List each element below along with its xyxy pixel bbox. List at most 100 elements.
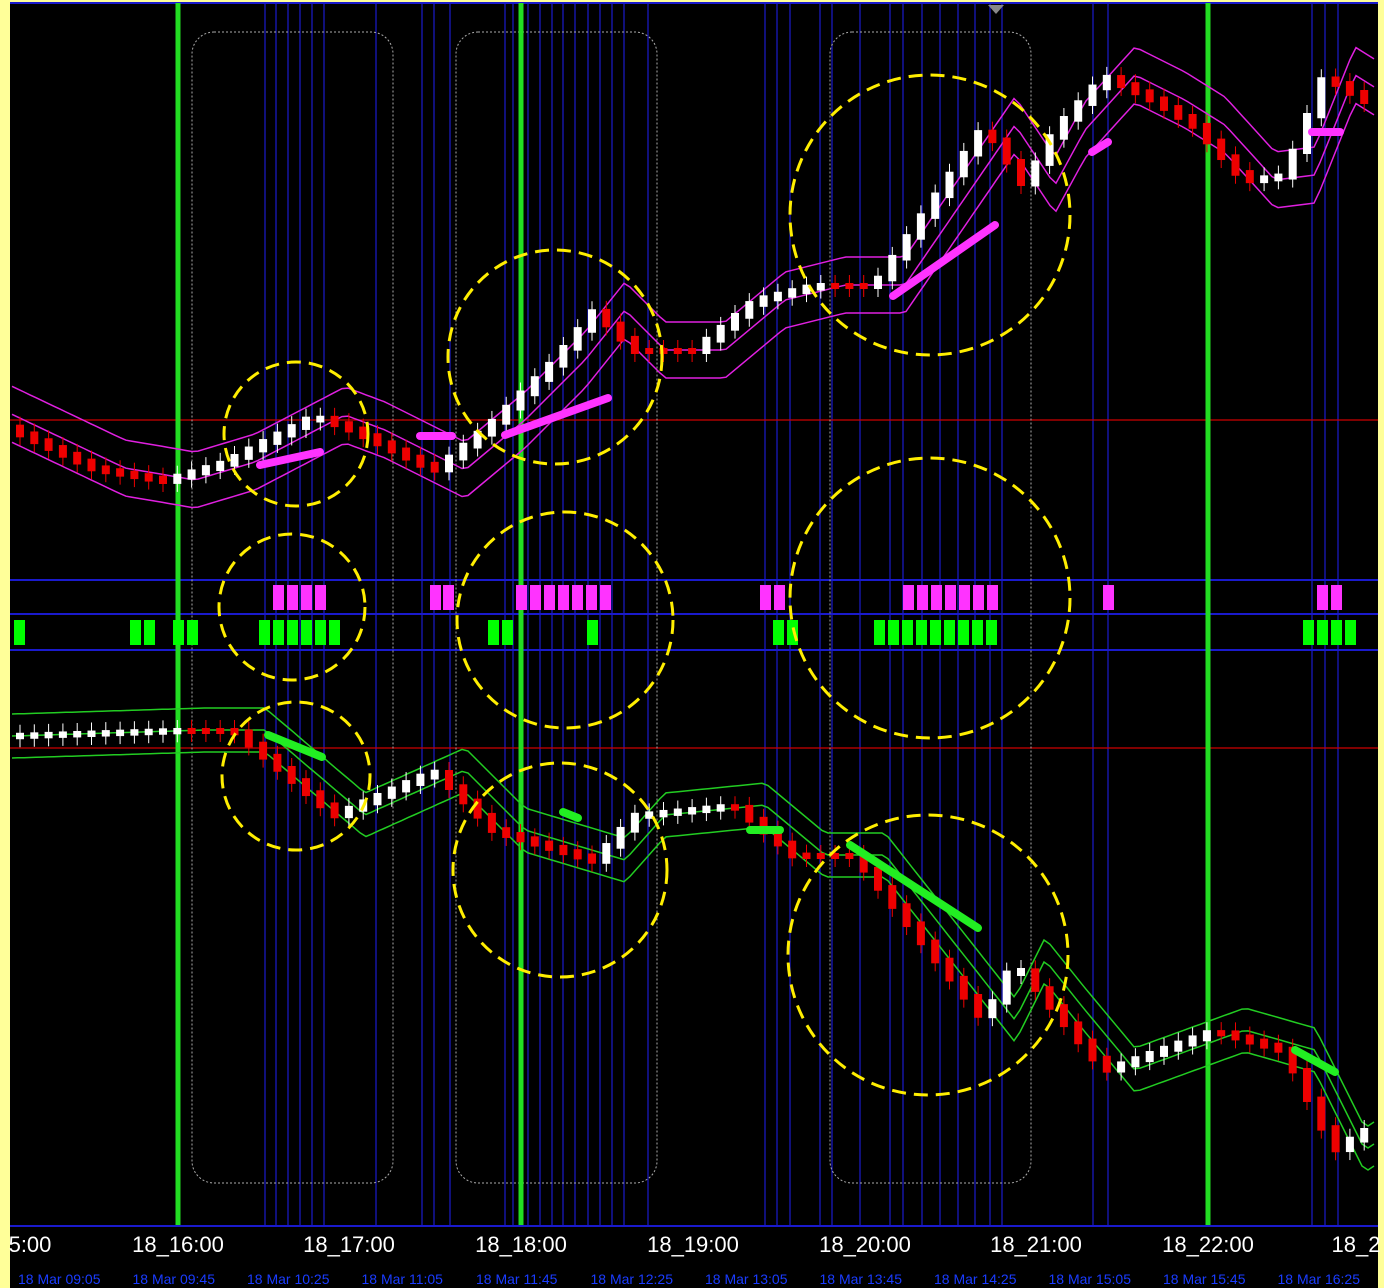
candle <box>1160 96 1168 111</box>
candle <box>330 415 339 428</box>
candle <box>902 903 911 928</box>
signal-block <box>572 585 583 610</box>
candle <box>44 438 53 451</box>
candle <box>645 348 654 354</box>
candle <box>73 451 82 465</box>
band-line <box>11 46 1375 453</box>
candle <box>287 424 296 438</box>
signal-block <box>959 585 970 610</box>
candle <box>1274 1042 1283 1053</box>
candle <box>902 234 911 261</box>
candle <box>516 832 525 843</box>
hour-label: 18_22:00 <box>1162 1232 1254 1257</box>
candle <box>416 454 425 468</box>
candle <box>673 808 682 816</box>
hour-label: 18_17:00 <box>303 1232 395 1257</box>
candle <box>573 849 582 860</box>
signal-block <box>430 585 441 610</box>
signal-stroke <box>501 394 612 439</box>
signal-block <box>259 620 270 645</box>
shift-marker <box>988 5 1004 14</box>
candle <box>559 345 568 368</box>
candle <box>688 807 697 815</box>
candle <box>1088 1038 1097 1062</box>
signal-block <box>773 620 784 645</box>
signal-block <box>944 620 955 645</box>
date-label: 18 Mar 15:05 <box>1049 1271 1132 1287</box>
highlight-circle <box>220 700 372 852</box>
candle <box>1031 968 1040 992</box>
candle <box>201 728 210 734</box>
candle <box>788 840 797 859</box>
candle <box>87 730 96 737</box>
candle <box>259 439 268 453</box>
candle <box>159 728 167 735</box>
signal-block <box>173 620 184 645</box>
candle <box>316 415 325 423</box>
candle <box>445 770 453 790</box>
candle <box>1188 114 1197 129</box>
candle <box>816 283 825 291</box>
signal-block <box>930 620 941 645</box>
candle <box>502 827 511 838</box>
signal-block <box>544 585 555 610</box>
candle <box>1331 1125 1340 1153</box>
candle <box>988 999 997 1019</box>
highlight-circle <box>788 73 1072 357</box>
candle <box>1360 90 1369 104</box>
candle <box>859 853 868 873</box>
signal-stroke <box>846 841 982 932</box>
candle <box>931 192 940 219</box>
highlight-circle <box>455 510 675 730</box>
date-label: 18 Mar 13:45 <box>820 1271 903 1287</box>
candle <box>773 828 782 847</box>
signal-block <box>516 585 527 610</box>
candle <box>530 836 539 847</box>
candle <box>1031 160 1040 187</box>
signal-block <box>973 585 984 610</box>
candle <box>1145 89 1154 103</box>
signal-block <box>917 585 928 610</box>
signal-block <box>488 620 499 645</box>
candle <box>445 454 453 473</box>
candle <box>259 741 268 760</box>
highlight-circle <box>788 456 1072 740</box>
candle <box>1088 84 1097 106</box>
candle <box>1317 1096 1326 1131</box>
signal-block <box>1331 620 1342 645</box>
candle <box>1117 1061 1126 1073</box>
candle <box>731 313 739 331</box>
date-label: 18 Mar 11:05 <box>362 1271 444 1287</box>
candle <box>430 769 439 780</box>
candle <box>16 424 24 438</box>
candle <box>1274 173 1283 182</box>
candle <box>402 447 411 461</box>
candle <box>116 468 125 477</box>
signal-block <box>600 585 611 610</box>
signal-block <box>530 585 541 610</box>
signal-block <box>1331 585 1342 610</box>
candle <box>788 288 797 298</box>
signal-block <box>1303 620 1314 645</box>
date-label: 18 Mar 09:45 <box>133 1271 216 1287</box>
candle <box>931 939 940 964</box>
candle <box>344 421 353 433</box>
date-label: 18 Mar 10:25 <box>247 1271 330 1287</box>
candle <box>616 826 625 849</box>
candle <box>1045 134 1054 166</box>
candle <box>216 728 225 734</box>
signal-stroke <box>264 731 326 761</box>
candle <box>688 348 697 354</box>
candle <box>974 130 983 157</box>
candle <box>1202 1030 1211 1042</box>
chart-drawing <box>10 2 1378 1227</box>
candle <box>273 431 282 445</box>
candle <box>616 321 625 342</box>
signal-block <box>502 620 513 645</box>
candle <box>416 773 425 786</box>
candle <box>602 843 611 864</box>
highlight-circle <box>217 532 367 682</box>
highlight-circle <box>451 761 669 979</box>
candle <box>1102 1055 1111 1073</box>
candle <box>58 731 67 738</box>
